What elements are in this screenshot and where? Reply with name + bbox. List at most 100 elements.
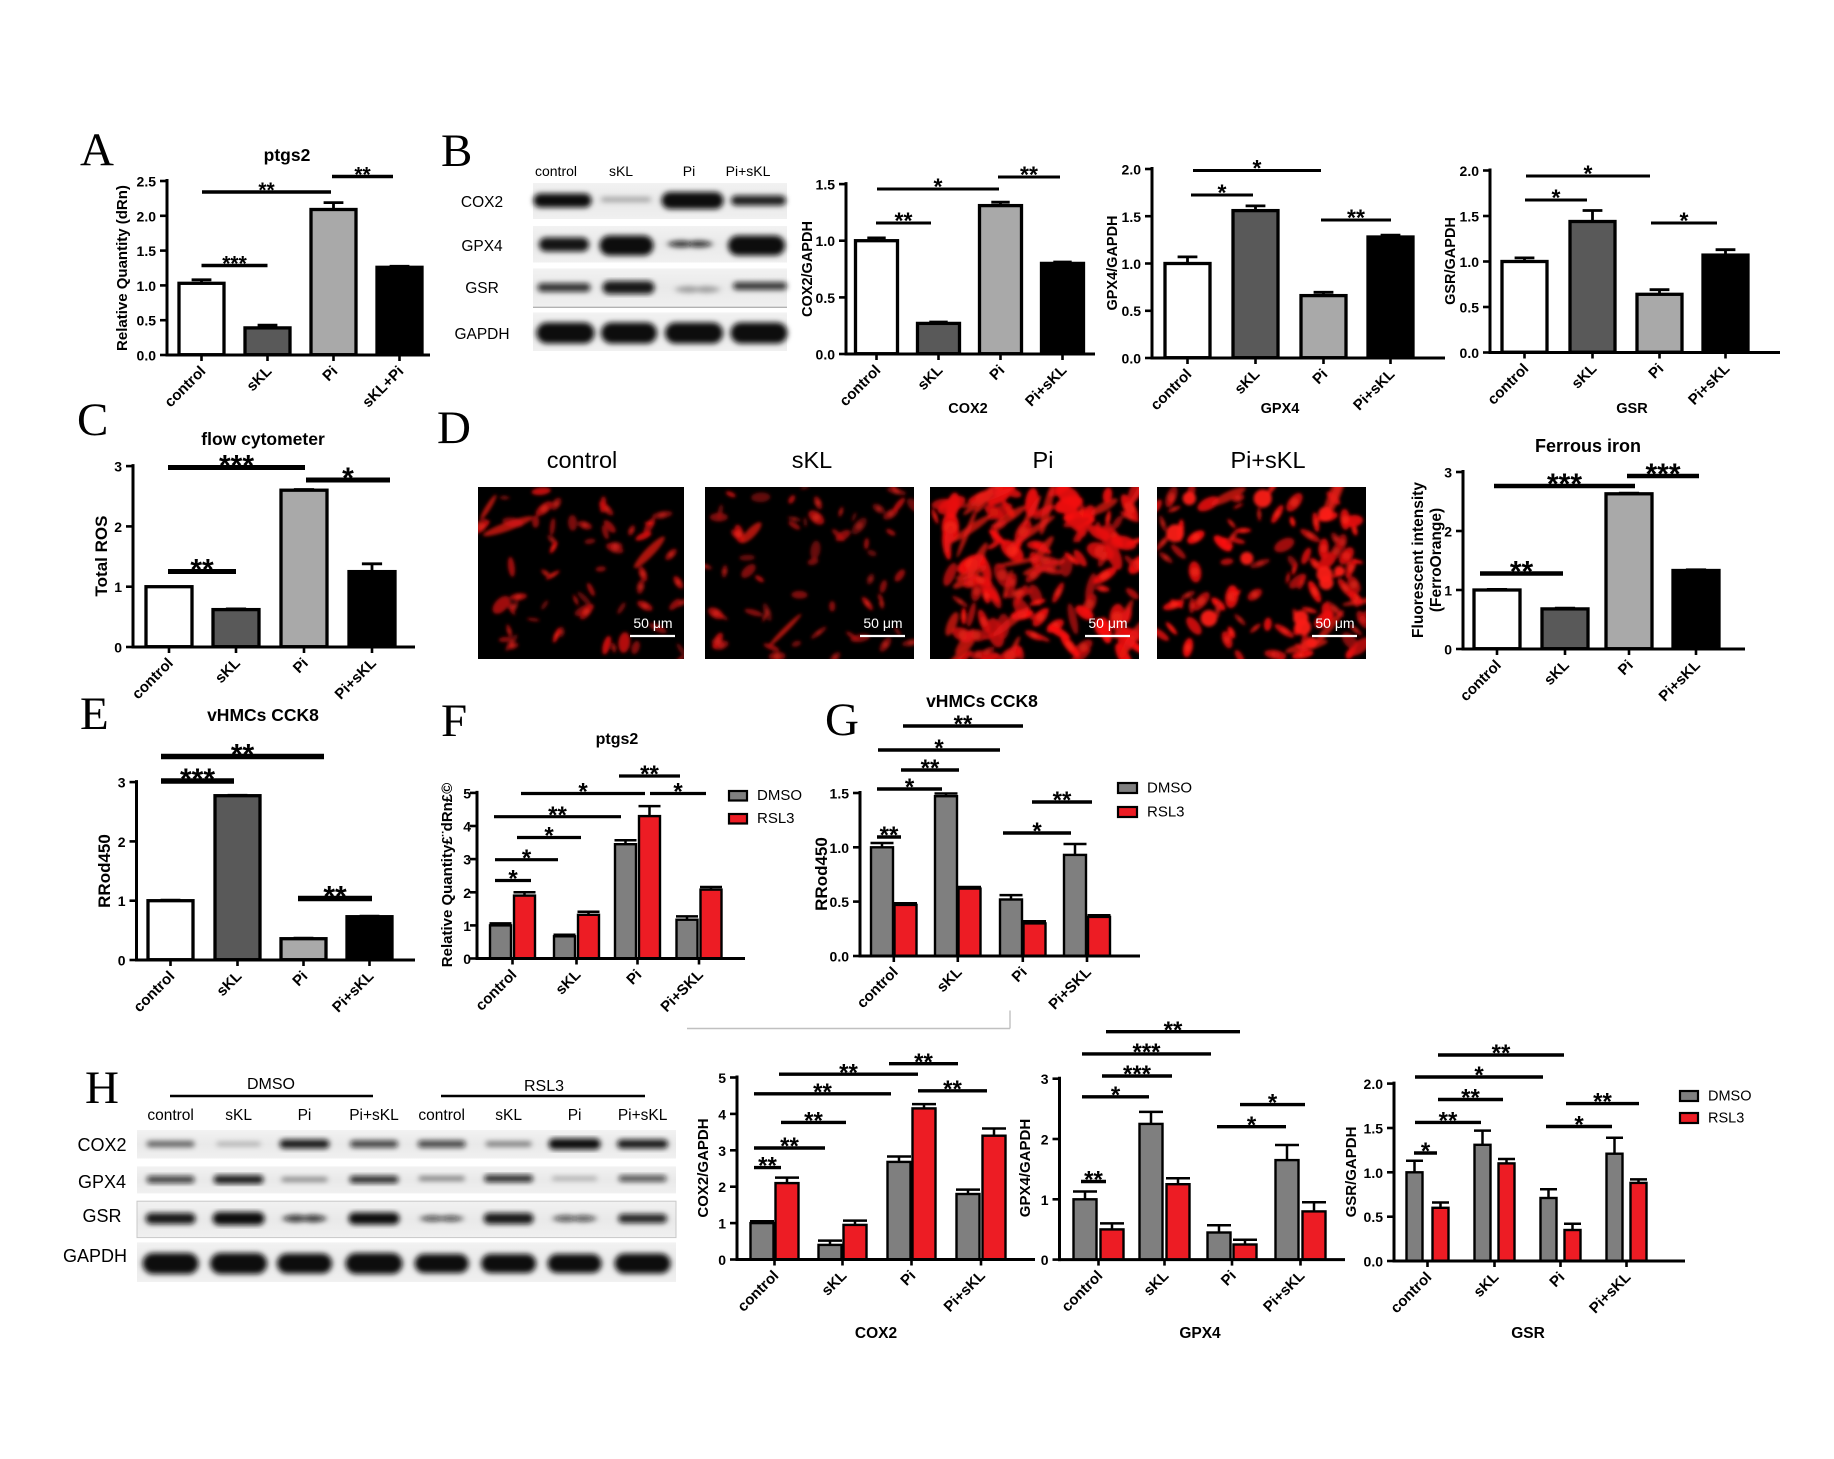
svg-text:0: 0 — [1444, 642, 1452, 658]
svg-text:Fluorescent intensity: Fluorescent intensity — [1410, 482, 1427, 638]
svg-text:1.0: 1.0 — [1364, 1165, 1384, 1181]
svg-text:0.5: 0.5 — [1460, 300, 1480, 316]
svg-text:5: 5 — [718, 1070, 726, 1086]
svg-text:sKL: sKL — [609, 163, 633, 179]
svg-text:**: ** — [1053, 787, 1072, 814]
svg-text:*: * — [1253, 155, 1262, 181]
svg-text:GSR: GSR — [1511, 1325, 1545, 1342]
svg-text:50 μm: 50 μm — [1088, 615, 1127, 631]
svg-text:GPX4: GPX4 — [461, 238, 503, 255]
svg-text:1: 1 — [1444, 583, 1452, 599]
svg-text:0.5: 0.5 — [830, 894, 850, 910]
svg-text:COX2: COX2 — [461, 194, 503, 211]
svg-text:0: 0 — [1041, 1252, 1049, 1268]
svg-text:0.5: 0.5 — [137, 313, 157, 329]
svg-text:**: ** — [914, 1049, 933, 1076]
svg-text:0.5: 0.5 — [1364, 1209, 1384, 1225]
svg-text:GAPDH: GAPDH — [63, 1246, 127, 1266]
svg-text:*: * — [1584, 161, 1593, 187]
svg-text:**: ** — [804, 1108, 823, 1135]
svg-text:*: * — [1680, 208, 1689, 234]
svg-text:**: ** — [190, 554, 214, 587]
svg-text:DMSO: DMSO — [247, 1076, 295, 1093]
svg-text:***: *** — [219, 450, 254, 483]
svg-text:2.0: 2.0 — [1460, 163, 1480, 179]
svg-text:sKL: sKL — [495, 1107, 522, 1124]
svg-text:3: 3 — [118, 775, 126, 791]
svg-text:**: ** — [1347, 205, 1365, 231]
svg-text:**: ** — [231, 739, 255, 772]
svg-text:2.0: 2.0 — [137, 208, 157, 224]
svg-text:*: * — [578, 779, 588, 806]
svg-text:**: ** — [1461, 1085, 1480, 1112]
svg-text:**: ** — [943, 1076, 962, 1103]
svg-text:1.5: 1.5 — [137, 243, 157, 259]
svg-text:4: 4 — [718, 1106, 726, 1122]
svg-text:*: * — [905, 774, 915, 801]
svg-text:*: * — [1111, 1082, 1121, 1109]
svg-text:*: * — [1032, 818, 1042, 845]
svg-text:GSR: GSR — [1616, 401, 1648, 417]
svg-text:1.0: 1.0 — [1122, 256, 1142, 272]
svg-text:E: E — [80, 688, 109, 740]
svg-text:**: ** — [548, 802, 567, 829]
svg-text:*: * — [522, 845, 532, 872]
svg-text:GPX4: GPX4 — [1261, 401, 1300, 417]
svg-text:*: * — [1474, 1062, 1484, 1089]
svg-text:DMSO: DMSO — [757, 787, 802, 804]
svg-text:GPX4: GPX4 — [78, 1172, 126, 1192]
svg-text:GSR: GSR — [82, 1206, 121, 1226]
svg-text:*: * — [342, 462, 354, 495]
svg-text:control: control — [535, 163, 577, 179]
svg-text:**: ** — [921, 755, 940, 782]
svg-text:RSL3: RSL3 — [524, 1078, 564, 1095]
svg-text:3: 3 — [1444, 465, 1452, 481]
svg-text:A: A — [80, 124, 114, 176]
svg-text:**: ** — [1593, 1089, 1612, 1116]
svg-text:1.5: 1.5 — [816, 177, 836, 193]
svg-text:sKL: sKL — [225, 1107, 252, 1124]
svg-text:Pi+sKL: Pi+sKL — [1230, 447, 1305, 473]
svg-text:0.5: 0.5 — [816, 290, 836, 306]
svg-text:3: 3 — [1041, 1071, 1049, 1087]
svg-text:1: 1 — [463, 918, 471, 934]
svg-text:**: ** — [813, 1079, 832, 1106]
svg-text:*: * — [1218, 180, 1227, 206]
svg-text:**: ** — [640, 761, 659, 788]
svg-text:F: F — [441, 695, 467, 747]
svg-text:***: *** — [222, 253, 247, 276]
svg-text:Pi: Pi — [1033, 447, 1054, 473]
svg-text:Pi+sKL: Pi+sKL — [349, 1107, 399, 1124]
svg-text:5: 5 — [463, 785, 471, 801]
svg-text:0.0: 0.0 — [1460, 345, 1480, 361]
svg-text:DMSO: DMSO — [1708, 1089, 1752, 1105]
svg-text:2: 2 — [114, 519, 122, 535]
svg-text:COX2: COX2 — [77, 1135, 126, 1155]
svg-text:3: 3 — [718, 1143, 726, 1159]
svg-text:GSR/GAPDH: GSR/GAPDH — [1343, 1127, 1360, 1218]
svg-text:**: ** — [354, 164, 371, 187]
svg-text:D: D — [437, 402, 471, 454]
svg-text:***: *** — [1123, 1061, 1152, 1088]
svg-text:*: * — [934, 174, 943, 200]
svg-text:*: * — [1552, 185, 1561, 211]
svg-text:0.0: 0.0 — [1122, 351, 1142, 367]
svg-text:Total ROS: Total ROS — [92, 516, 111, 597]
svg-text:2: 2 — [1444, 524, 1452, 540]
svg-text:**: ** — [839, 1059, 858, 1086]
svg-text:0.0: 0.0 — [816, 347, 836, 363]
svg-text:**: ** — [954, 711, 973, 738]
svg-text:*: * — [508, 866, 518, 893]
svg-text:Relative Quantity (dRn): Relative Quantity (dRn) — [114, 185, 131, 351]
svg-text:RSL3: RSL3 — [1147, 804, 1185, 821]
svg-text:2.0: 2.0 — [1364, 1076, 1384, 1092]
svg-text:C: C — [77, 394, 108, 446]
svg-text:**: ** — [895, 208, 913, 234]
svg-text:50 μm: 50 μm — [633, 615, 672, 631]
svg-text:*: * — [544, 823, 554, 850]
svg-text:2: 2 — [463, 885, 471, 901]
svg-text:Relative Quantity£¨dRn£©: Relative Quantity£¨dRn£© — [439, 783, 456, 967]
svg-text:2.5: 2.5 — [137, 174, 157, 190]
svg-text:control: control — [147, 1107, 194, 1124]
svg-text:0: 0 — [463, 951, 471, 967]
